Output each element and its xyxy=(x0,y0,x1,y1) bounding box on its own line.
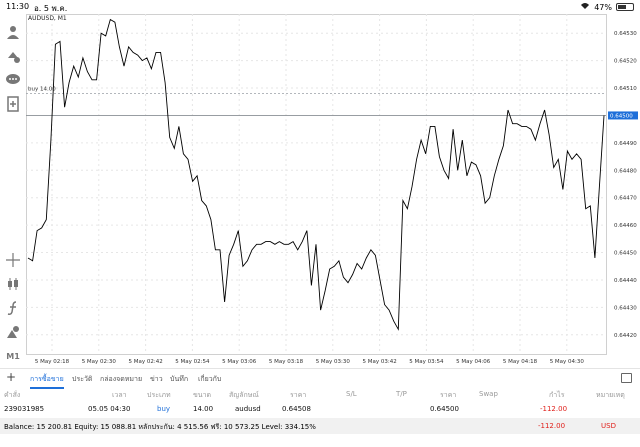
col-order: คำสั่ง xyxy=(4,391,21,399)
status-right: 47% xyxy=(580,2,634,12)
tab-news[interactable]: ข่าว xyxy=(150,375,163,383)
x-tick-label: 5 May 02:54 xyxy=(175,359,210,365)
indicators-icon[interactable] xyxy=(5,48,21,64)
window-icon[interactable] xyxy=(621,373,632,383)
y-tick-label: 0.64470 xyxy=(614,196,637,202)
x-tick-label: 5 May 04:30 xyxy=(550,359,585,365)
col-sl: S/L xyxy=(346,390,357,398)
table-header: คำสั่ง เวลา ประเภท ขนาด สัญลักษณ์ ราคา S… xyxy=(0,387,640,401)
order-time: 05.05 04:30 xyxy=(88,405,131,413)
order-open-price: 0.64508 xyxy=(282,405,311,413)
x-tick-label: 5 May 02:30 xyxy=(82,359,117,365)
chart-area[interactable]: 0.64530 0.64520 0.64510 0.64490 0.64480 0.644… xyxy=(26,14,640,368)
tab-mailbox[interactable]: กล่องจดหมาย xyxy=(100,375,143,383)
x-tick-label: 5 May 02:42 xyxy=(128,359,162,365)
x-tick-label: 5 May 02:18 xyxy=(35,359,70,365)
x-tick-label: 5 May 04:18 xyxy=(503,359,538,365)
bottom-tabs: + การซื้อขาย ประวัติ กล่องจดหมาย ข่าว บั… xyxy=(0,368,640,389)
battery-icon xyxy=(616,3,634,11)
chart-symbol-label: AUDUSD, M1 xyxy=(28,15,67,22)
crosshair-chart-icon[interactable] xyxy=(5,24,21,40)
shapes-icon[interactable] xyxy=(5,324,21,340)
order-symbol: audusd xyxy=(235,405,261,413)
table-row[interactable]: 239031985 05.05 04:30 buy 14.00 audusd 0… xyxy=(0,402,640,416)
y-tick-label: 0.64480 xyxy=(614,168,637,174)
order-price: 0.64500 xyxy=(430,405,459,413)
function-icon[interactable] xyxy=(5,300,21,316)
add-icon[interactable]: + xyxy=(6,370,17,384)
order-id: 239031985 xyxy=(4,405,45,413)
y-tick-label: 0.64510 xyxy=(614,86,637,92)
col-profit: กำไร xyxy=(549,391,565,399)
price-series-line xyxy=(27,18,605,331)
add-object-icon[interactable] xyxy=(5,96,21,112)
tab-journal[interactable]: บันทึก xyxy=(170,375,189,383)
current-price-label: 0.64500 xyxy=(610,113,633,119)
x-tick-label: 5 May 04:06 xyxy=(456,359,491,365)
total-profit: -112.00 xyxy=(538,422,566,430)
col-price: ราคา xyxy=(440,391,457,399)
timeframe-button[interactable]: M1 xyxy=(6,351,20,361)
y-tick-label: 0.64520 xyxy=(614,59,637,65)
y-tick-label: 0.64420 xyxy=(614,333,637,339)
col-symbol: สัญลักษณ์ xyxy=(229,391,259,399)
candlestick-icon[interactable] xyxy=(5,276,21,292)
status-time: 11:30 xyxy=(6,2,30,11)
col-type: ประเภท xyxy=(147,391,171,399)
x-tick-label: 5 May 03:30 xyxy=(316,359,351,365)
x-tick-label: 5 May 03:18 xyxy=(269,359,304,365)
y-tick-label: 0.64490 xyxy=(614,141,637,147)
col-size: ขนาด xyxy=(193,391,212,399)
plot-frame xyxy=(26,14,607,355)
y-tick-label: 0.64430 xyxy=(614,305,637,311)
y-tick-label: 0.64440 xyxy=(614,278,637,284)
chat-icon[interactable] xyxy=(5,72,21,88)
order-type: buy xyxy=(157,405,171,413)
account-summary-text: Balance: 15 200.81 Equity: 15 088.81 หลั… xyxy=(4,423,316,431)
col-open-price: ราคา xyxy=(290,391,307,399)
x-tick-label: 5 May 03:54 xyxy=(409,359,444,365)
col-time: เวลา xyxy=(112,391,127,399)
col-swap: Swap xyxy=(479,390,498,398)
status-date: อ. 5 พ.ค. xyxy=(34,4,68,13)
order-profit: -112.00 xyxy=(540,405,568,413)
tab-about[interactable]: เกี่ยวกับ xyxy=(198,375,222,383)
battery-percent: 47% xyxy=(594,2,612,12)
x-tick-label: 5 May 03:06 xyxy=(222,359,257,365)
account-summary: Balance: 15 200.81 Equity: 15 088.81 หลั… xyxy=(0,418,640,434)
currency-label: USD xyxy=(601,422,616,430)
order-size: 14.00 xyxy=(193,405,214,413)
status-bar: 11:30 อ. 5 พ.ค. 47% xyxy=(0,0,640,14)
order-line-label: buy 14.00 xyxy=(28,87,56,93)
price-chart[interactable]: 0.64530 0.64520 0.64510 0.64490 0.64480 0.644… xyxy=(26,14,640,368)
crosshair-icon[interactable] xyxy=(5,252,21,268)
col-tp: T/P xyxy=(396,390,407,398)
x-tick-label: 5 May 03:42 xyxy=(362,359,396,365)
tab-trade[interactable]: การซื้อขาย xyxy=(30,374,64,389)
y-tick-label: 0.64460 xyxy=(614,223,637,229)
current-price-tag xyxy=(608,111,638,120)
col-comment: หมายเหตุ xyxy=(596,391,625,399)
tab-history[interactable]: ประวัติ xyxy=(72,375,93,383)
wifi-icon xyxy=(580,2,590,12)
y-tick-label: 0.64450 xyxy=(614,251,637,257)
y-tick-label: 0.64530 xyxy=(614,31,637,37)
left-toolbar: M1 xyxy=(0,14,26,364)
